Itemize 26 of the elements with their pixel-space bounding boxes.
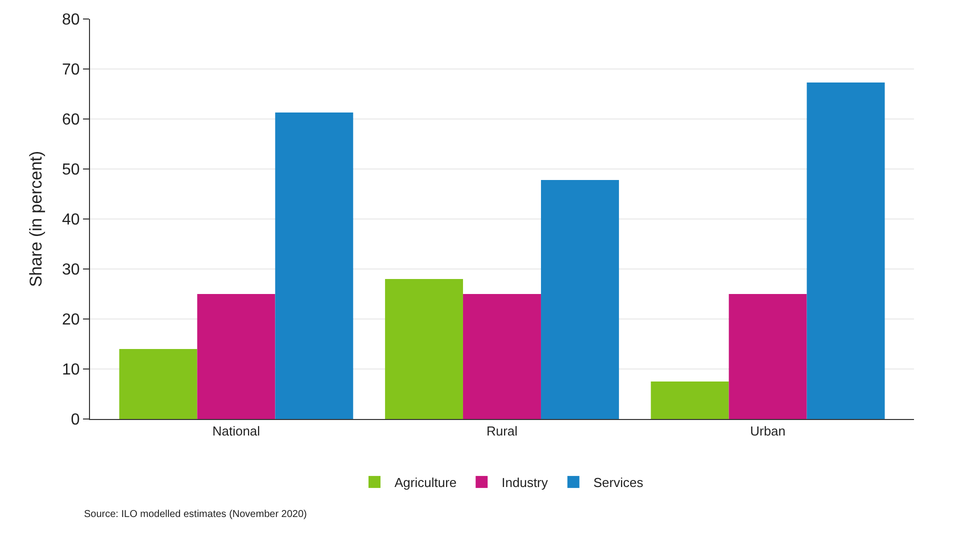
legend-label: Agriculture [394, 475, 457, 490]
y-tick-label: 70 [62, 62, 80, 79]
y-axis-title: Share (in percent) [26, 150, 46, 288]
y-tick-label: 10 [62, 362, 80, 379]
bar [650, 382, 729, 419]
y-tick-label: 80 [62, 12, 80, 29]
source-note: Source: ILO modelled estimates (November 2020) [84, 509, 307, 520]
y-tick-label: 20 [62, 312, 80, 329]
x-tick-label: National [212, 424, 260, 439]
bar [728, 294, 807, 419]
bar [275, 112, 354, 419]
x-tick-label: Urban [750, 424, 786, 439]
bar [463, 294, 541, 419]
y-tick-label: 40 [62, 212, 80, 229]
y-tick-label: 0 [70, 412, 80, 429]
legend-label: Industry [502, 475, 548, 490]
y-tick-label: 30 [62, 262, 80, 279]
bar [540, 180, 619, 419]
bar [197, 294, 276, 419]
y-tick-label: 60 [62, 112, 80, 129]
bar [119, 349, 198, 419]
bar [806, 82, 885, 419]
x-tick-label: Rural [486, 424, 518, 439]
legend-label: Services [593, 475, 644, 490]
y-tick-label: 50 [62, 162, 80, 179]
bar [385, 279, 464, 419]
